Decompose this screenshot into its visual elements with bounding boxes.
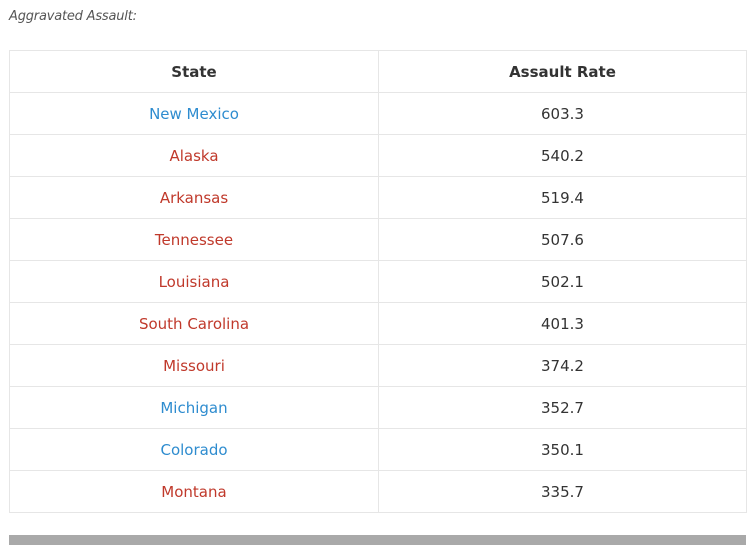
table-row: Louisiana 502.1 bbox=[9, 260, 747, 303]
table-row: Michigan 352.7 bbox=[9, 386, 747, 429]
state-link[interactable]: Tennessee bbox=[154, 230, 234, 249]
table-row: Tennessee 507.6 bbox=[9, 218, 747, 261]
state-cell: New Mexico bbox=[9, 92, 379, 135]
state-link[interactable]: Alaska bbox=[169, 146, 219, 165]
state-link[interactable]: Colorado bbox=[160, 440, 228, 459]
state-cell: Louisiana bbox=[9, 260, 379, 303]
state-column-header: State bbox=[9, 50, 379, 93]
state-link[interactable]: Missouri bbox=[163, 356, 225, 375]
table-row: Alaska 540.2 bbox=[9, 134, 747, 177]
table-row: Montana 335.7 bbox=[9, 470, 747, 513]
state-cell: Alaska bbox=[9, 134, 379, 177]
rate-cell: 350.1 bbox=[378, 428, 747, 471]
state-cell: Arkansas bbox=[9, 176, 379, 219]
rate-cell: 374.2 bbox=[378, 344, 747, 387]
rate-cell: 335.7 bbox=[378, 470, 747, 513]
table-row: Missouri 374.2 bbox=[9, 344, 747, 387]
assault-rate-table: State Assault Rate New Mexico 603.3 Alaska… bbox=[9, 50, 747, 513]
state-cell: Missouri bbox=[9, 344, 379, 387]
rate-cell: 352.7 bbox=[378, 386, 747, 429]
rate-cell: 502.1 bbox=[378, 260, 747, 303]
state-header-label: State bbox=[171, 62, 217, 81]
state-cell: Michigan bbox=[9, 386, 379, 429]
table-header-row: State Assault Rate bbox=[9, 50, 747, 93]
table-caption: Aggravated Assault: bbox=[9, 9, 137, 24]
state-cell: Tennessee bbox=[9, 218, 379, 261]
bottom-divider-bar bbox=[9, 535, 746, 545]
rate-cell: 540.2 bbox=[378, 134, 747, 177]
state-link[interactable]: Michigan bbox=[160, 398, 228, 417]
rate-cell: 507.6 bbox=[378, 218, 747, 261]
rate-header-label: Assault Rate bbox=[509, 62, 616, 81]
state-link[interactable]: New Mexico bbox=[149, 104, 239, 123]
state-cell: Montana bbox=[9, 470, 379, 513]
state-link[interactable]: Montana bbox=[161, 482, 227, 501]
rate-cell: 519.4 bbox=[378, 176, 747, 219]
rate-cell: 603.3 bbox=[378, 92, 747, 135]
table-row: Colorado 350.1 bbox=[9, 428, 747, 471]
state-cell: Colorado bbox=[9, 428, 379, 471]
state-cell: South Carolina bbox=[9, 302, 379, 345]
state-link[interactable]: Louisiana bbox=[158, 272, 230, 291]
state-link[interactable]: Arkansas bbox=[159, 188, 229, 207]
table-row: Arkansas 519.4 bbox=[9, 176, 747, 219]
rate-cell: 401.3 bbox=[378, 302, 747, 345]
table-row: South Carolina 401.3 bbox=[9, 302, 747, 345]
rate-column-header: Assault Rate bbox=[378, 50, 747, 93]
table-row: New Mexico 603.3 bbox=[9, 92, 747, 135]
state-link[interactable]: South Carolina bbox=[138, 314, 250, 333]
